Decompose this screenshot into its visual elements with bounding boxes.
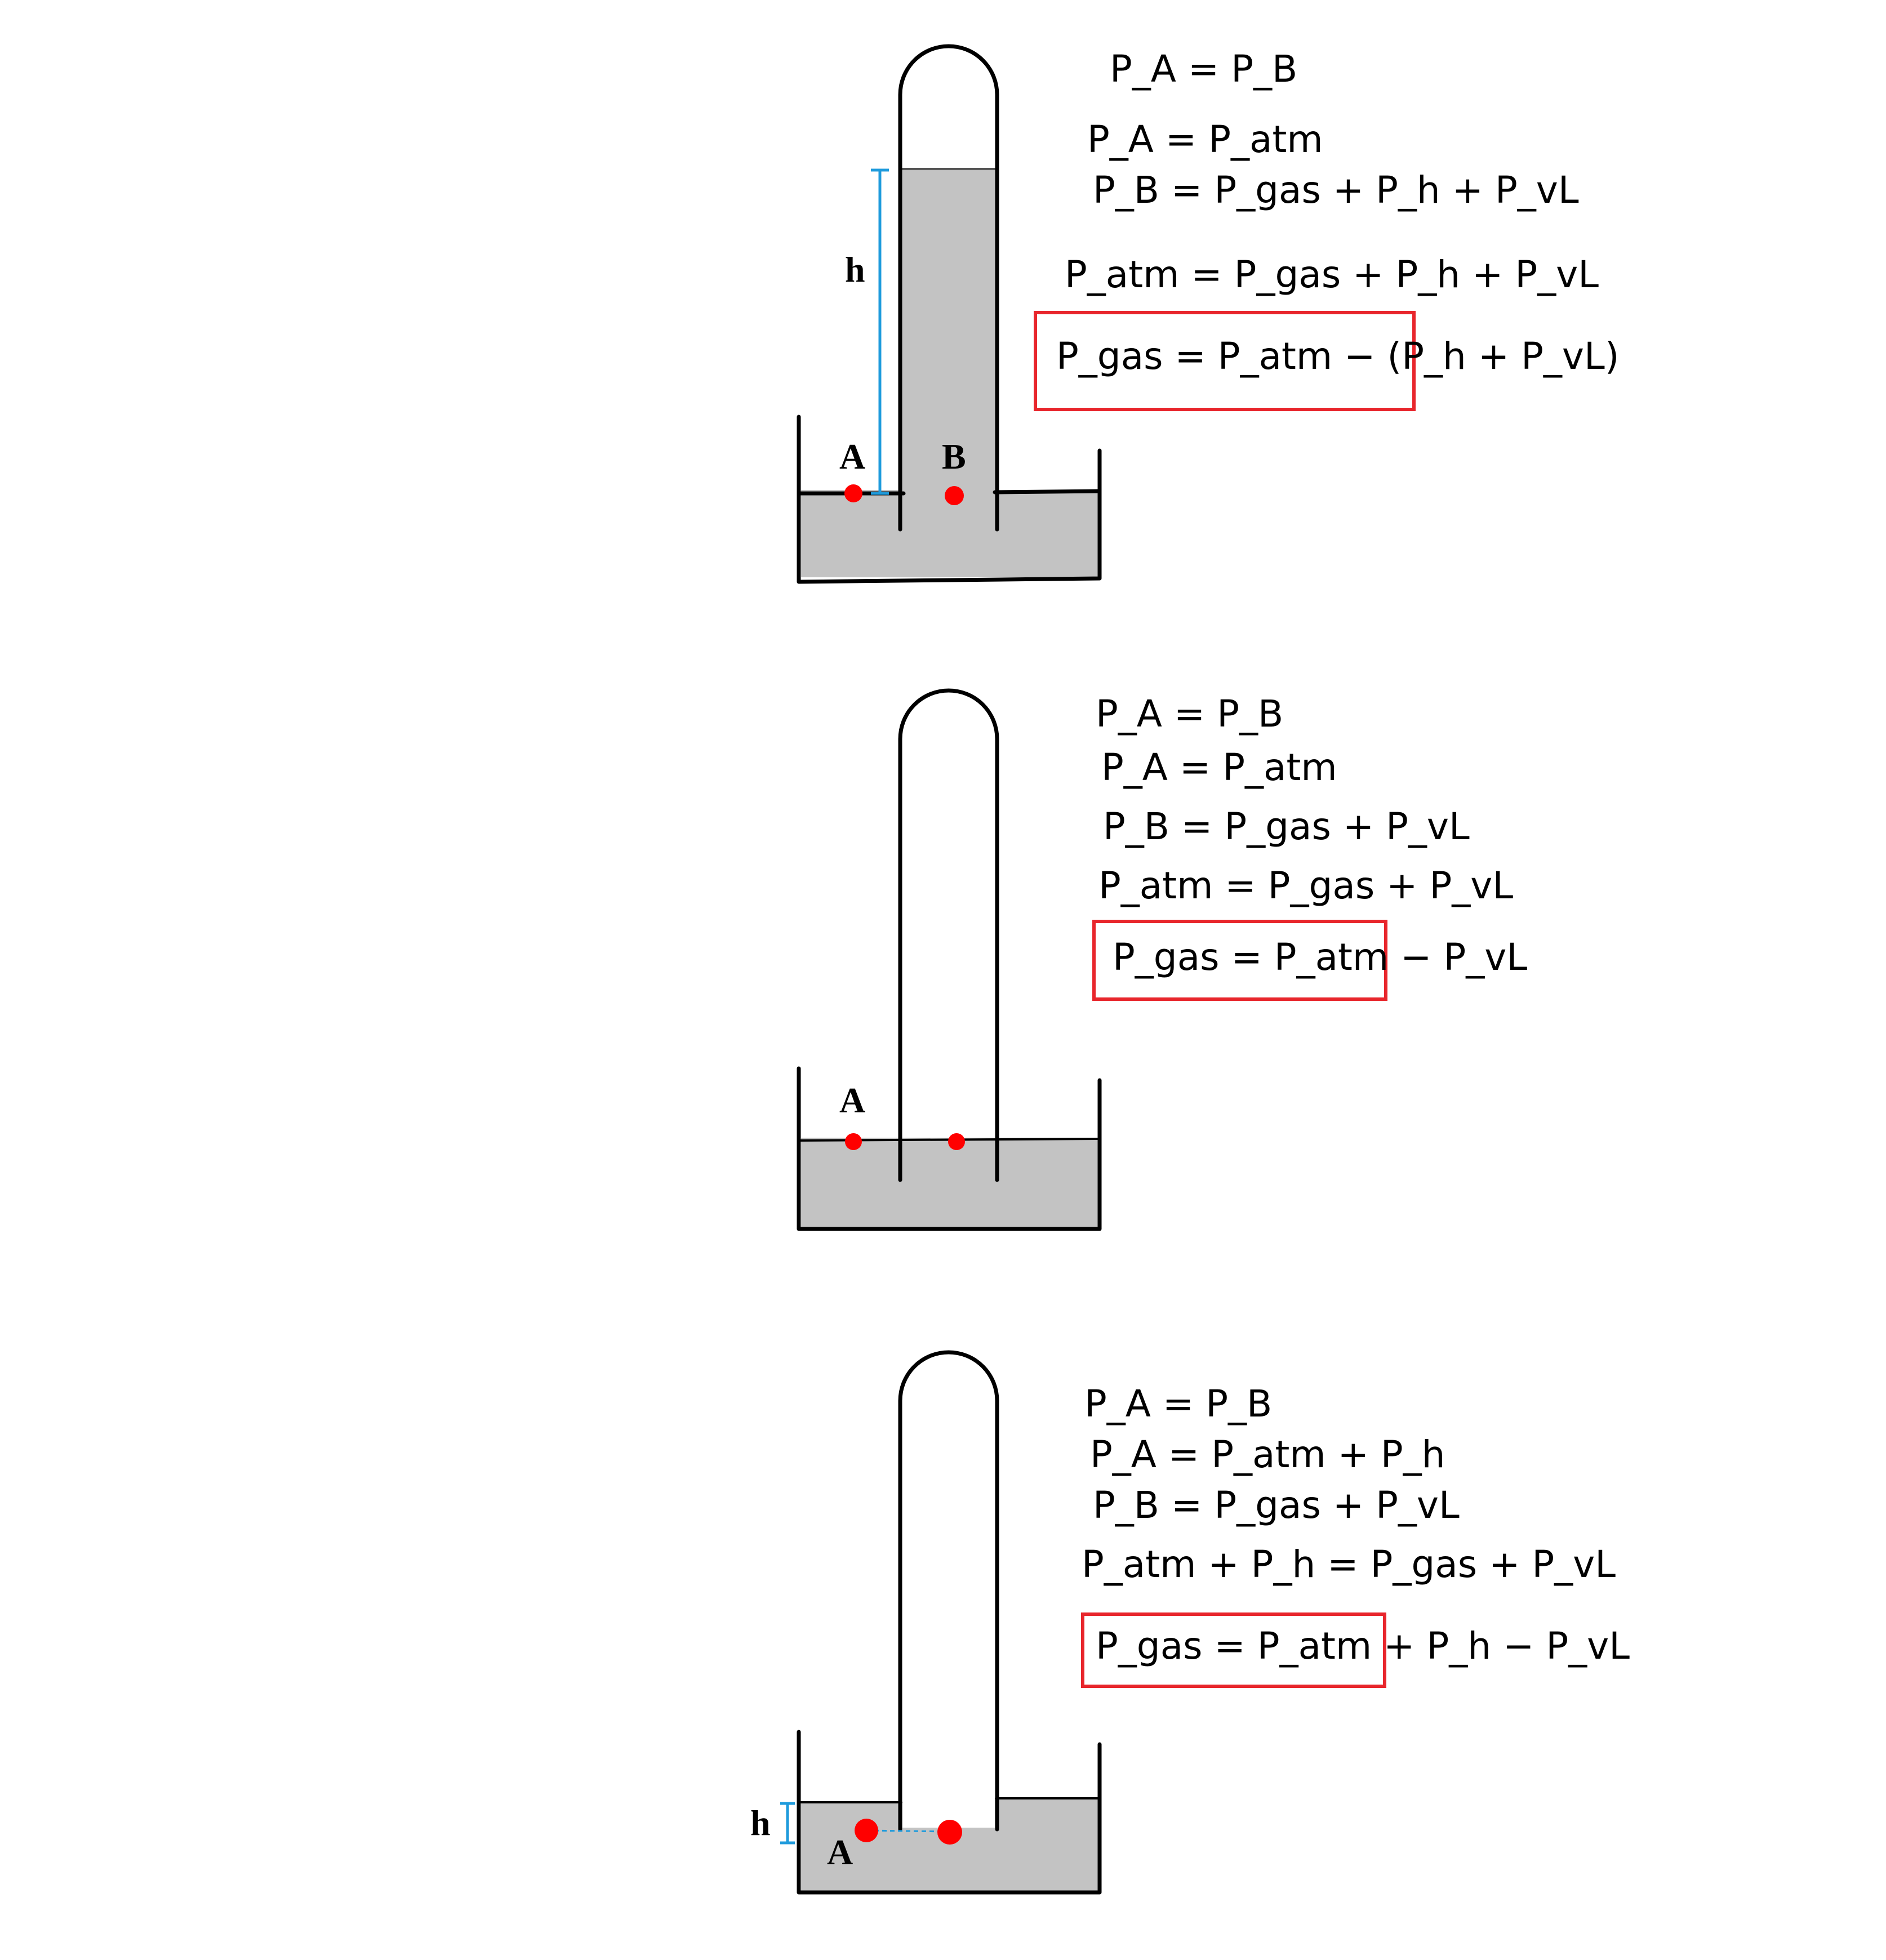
panel-3-apparatus: h A <box>750 1350 1102 1895</box>
panel-2-equation-3: P_B = P_gas + P_vL <box>1103 805 1470 848</box>
panel-3-reservoir-liquid-right <box>995 1798 1100 1891</box>
panel-1-reservoir-outline <box>797 415 1102 584</box>
panel-1-label-a: A <box>839 436 865 476</box>
panel-1: h A B P_A = P_B P_A = P_atm P_B = P_gas … <box>797 44 1619 584</box>
panel-1-result-box <box>1034 311 1416 411</box>
panel-3-equation-3: P_B = P_gas + P_vL <box>1093 1484 1460 1527</box>
panel-1-equations: P_A = P_B P_A = P_atm P_B = P_gas + P_h … <box>1034 47 1619 411</box>
panel-3-equation-2: P_A = P_atm + P_h <box>1090 1433 1445 1476</box>
panel-2-equation-4: P_atm = P_gas + P_vL <box>1098 864 1513 907</box>
panel-2-equations: P_A = P_B P_A = P_atm P_B = P_gas + P_vL… <box>1092 692 1527 1001</box>
panel-3-height-label: h <box>750 1803 771 1843</box>
panel-1-equation-2: P_A = P_atm <box>1087 118 1323 161</box>
panel-2: A P_A = P_B P_A = P_atm P_B = P_gas + P_… <box>797 688 1527 1231</box>
panel-2-label-a: A <box>839 1080 865 1120</box>
panel-1-point-b <box>945 486 964 505</box>
panel-3-reservoir-liquid-left <box>801 1802 902 1891</box>
panel-3-result: P_gas = P_atm + P_h − P_vL <box>1096 1624 1630 1668</box>
panel-2-equation-1: P_A = P_B <box>1096 692 1283 736</box>
panel-3-point-a <box>855 1819 878 1842</box>
panel-2-apparatus: A <box>797 688 1102 1231</box>
panel-3-equation-1: P_A = P_B <box>1084 1382 1272 1426</box>
panel-2-result: P_gas = P_atm − P_vL <box>1113 936 1527 979</box>
panel-3-reservoir-outline <box>797 1730 1102 1895</box>
panel-1-point-a <box>844 484 862 502</box>
panel-1-height-marker <box>871 168 889 495</box>
panel-1-label-b: B <box>942 436 966 476</box>
panel-1-result: P_gas = P_atm − (P_h + P_vL) <box>1056 335 1619 378</box>
panel-1-reservoir-liquid <box>801 490 1100 577</box>
panel-2-point-a <box>845 1133 862 1150</box>
panel-3-label-a: A <box>827 1832 853 1872</box>
panel-3-result-box <box>1081 1612 1386 1688</box>
panel-3-level-link <box>866 1829 950 1833</box>
panel-3-equations: P_A = P_B P_A = P_atm + P_h P_B = P_gas … <box>1081 1382 1630 1688</box>
panel-2-equation-2: P_A = P_atm <box>1101 746 1337 789</box>
panel-2-point-b <box>948 1133 965 1150</box>
panel-1-surface-right <box>993 489 1102 495</box>
panel-2-reservoir-liquid <box>801 1138 1100 1228</box>
panel-3-point-b <box>937 1820 962 1845</box>
panel-1-column-liquid <box>901 169 997 493</box>
panel-2-reservoir-outline <box>797 1066 1102 1231</box>
panel-1-tube-outline <box>898 44 999 532</box>
panel-3-tube-outline <box>898 1350 999 1832</box>
panel-1-equation-3: P_B = P_gas + P_h + P_vL <box>1093 168 1579 212</box>
panel-3: h A P_A = P_B P_A = P_atm + P_h P_B = P_… <box>750 1350 1630 1895</box>
panel-1-height-label: h <box>845 250 865 289</box>
panel-2-result-box <box>1092 920 1387 1001</box>
panel-2-tube-outline <box>898 688 999 1182</box>
panel-1-equation-1: P_A = P_B <box>1110 47 1297 91</box>
panel-3-equation-4: P_atm + P_h = P_gas + P_vL <box>1082 1543 1616 1586</box>
panel-1-equation-4: P_atm = P_gas + P_h + P_vL <box>1065 253 1599 296</box>
panel-1-apparatus: h A B <box>797 44 1102 584</box>
panel-3-height-marker <box>780 1802 795 1845</box>
